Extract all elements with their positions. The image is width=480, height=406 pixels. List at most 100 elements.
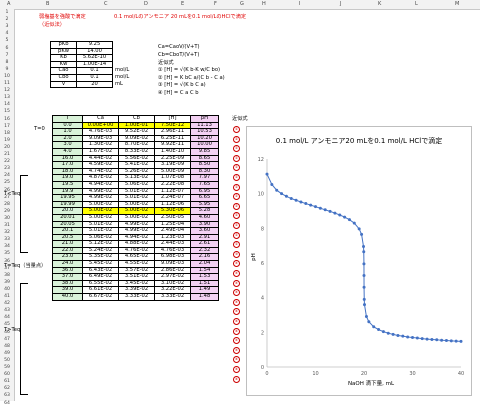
column-header-c[interactable]: C xyxy=(104,1,108,7)
column-header-i[interactable]: I xyxy=(299,1,301,7)
row-header-44[interactable]: 44 xyxy=(4,315,10,321)
table-cell[interactable]: 2.50E-05 xyxy=(154,213,191,222)
row-header-64[interactable]: 64 xyxy=(4,400,10,406)
row-header-42[interactable]: 42 xyxy=(4,301,10,307)
approx-header: 近似式 xyxy=(232,116,248,122)
row-header-9[interactable]: 9 xyxy=(5,66,9,72)
row-header-12[interactable]: 12 xyxy=(4,88,10,94)
row-header-43[interactable]: 43 xyxy=(4,308,10,314)
row-header-10[interactable]: 10 xyxy=(4,73,10,79)
table-row: 38.0 6.55E-02 3.45E-02 3.10E-02 1.51 xyxy=(52,279,219,288)
data-point xyxy=(304,202,308,206)
row-header-14[interactable]: 14 xyxy=(4,102,10,108)
row-header-24[interactable]: 24 xyxy=(4,173,10,179)
approx-marker: ③ xyxy=(233,250,240,258)
table-header-row: T Ca Cb [H] pH xyxy=(52,115,219,123)
row-header-61[interactable]: 61 xyxy=(4,379,10,385)
row-header-34[interactable]: 34 xyxy=(4,244,10,250)
column-header-b[interactable]: B xyxy=(46,1,50,7)
param-name[interactable]: V xyxy=(50,80,77,89)
row-header-11[interactable]: 11 xyxy=(4,81,10,86)
row-header-8[interactable]: 8 xyxy=(5,59,9,65)
title-method: （近似法） xyxy=(39,22,65,28)
column-header-f[interactable]: F xyxy=(214,1,217,7)
approx-marker: ④ xyxy=(233,337,240,345)
row-header-29[interactable]: 29 xyxy=(4,208,10,214)
column-header-l[interactable]: L xyxy=(415,1,418,7)
row-header-13[interactable]: 13 xyxy=(4,95,10,101)
data-point xyxy=(352,221,356,225)
row-header-40[interactable]: 40 xyxy=(4,286,10,292)
row-header-15[interactable]: 15 xyxy=(4,109,10,115)
column-header-d[interactable]: D xyxy=(144,1,148,7)
column-header-g[interactable]: G xyxy=(240,1,244,7)
row-header-32[interactable]: 32 xyxy=(4,230,10,236)
row-header-6[interactable]: 6 xyxy=(5,45,9,51)
row-header-20[interactable]: 20 xyxy=(4,144,10,150)
row-header-5[interactable]: 5 xyxy=(5,38,9,44)
row-header-7[interactable]: 7 xyxy=(5,52,9,58)
row-header-21[interactable]: 21 xyxy=(4,152,10,157)
parameter-table: pKb 9.25 pKw 14.00 Kb 5.62E-10 Kw 1.00E-14 Cao 0.… xyxy=(50,41,132,89)
row-header-28[interactable]: 28 xyxy=(4,201,10,207)
row-header-4[interactable]: 4 xyxy=(5,31,9,37)
row-header-19[interactable]: 19 xyxy=(4,137,10,143)
row-header-60[interactable]: 60 xyxy=(4,372,10,378)
titration-chart[interactable]: 0.1 mol/L アンモニア20 mLを0.1 mol/L HClで滴定 Na… xyxy=(246,126,472,396)
approx-marker: ② xyxy=(233,193,240,201)
row-header-63[interactable]: 63 xyxy=(4,393,10,399)
table-cell[interactable]: 5.00E-02 xyxy=(82,213,119,222)
column-header-h[interactable]: H xyxy=(262,1,266,7)
column-header-k[interactable]: K xyxy=(378,1,382,7)
row-header-62[interactable]: 62 xyxy=(4,386,10,392)
data-point xyxy=(270,182,274,186)
row-header-48[interactable]: 48 xyxy=(4,343,10,349)
table-cell[interactable]: 1.48 xyxy=(190,293,219,301)
column-header-a[interactable]: A xyxy=(7,1,11,7)
row-header-37[interactable]: 37 xyxy=(4,265,10,271)
row-header-30[interactable]: 30 xyxy=(4,215,10,221)
row-header-3[interactable]: 3 xyxy=(5,24,9,30)
row-header-18[interactable]: 18 xyxy=(4,130,10,136)
table-row: 37.0 6.49E-02 3.51E-02 2.97E-02 1.53 xyxy=(52,273,219,281)
row-header-22[interactable]: 22 xyxy=(4,159,10,165)
row-header-25[interactable]: 25 xyxy=(4,180,10,186)
row-header-38[interactable]: 38 xyxy=(4,272,10,278)
table-cell[interactable]: 20.01 xyxy=(52,213,83,222)
row-header-23[interactable]: 23 xyxy=(4,166,10,172)
y-tick-label: 10 xyxy=(258,192,264,198)
row-header-45[interactable]: 45 xyxy=(4,322,10,328)
column-header-m[interactable]: M xyxy=(455,1,460,7)
row-header-39[interactable]: 39 xyxy=(4,279,10,285)
column-header-e[interactable]: E xyxy=(181,1,185,7)
row-header-2[interactable]: 2 xyxy=(5,17,9,23)
row-header-27[interactable]: 27 xyxy=(4,194,10,200)
data-point xyxy=(357,227,361,231)
row-header-36[interactable]: 36 xyxy=(4,258,10,264)
table-cell[interactable]: 5.00E-02 xyxy=(118,213,155,222)
row-header-59[interactable]: 59 xyxy=(4,365,10,370)
table-cell[interactable]: 6.67E-02 xyxy=(82,293,119,301)
row-header-33[interactable]: 33 xyxy=(4,237,10,243)
row-header-47[interactable]: 47 xyxy=(4,336,10,342)
worksheet[interactable]: 弱塩基を強酸で滴定 0.1 mol/Lのアンモニア 20 mLを0.1 mol/… xyxy=(4,9,480,401)
approx-circle-icon: ② xyxy=(233,193,240,201)
row-header-41[interactable]: 41 xyxy=(4,294,10,299)
row-header-26[interactable]: 26 xyxy=(4,187,10,193)
row-header-46[interactable]: 46 xyxy=(4,329,10,335)
row-header-1[interactable]: 1 xyxy=(5,10,9,15)
table-cell[interactable]: 3.33E-02 xyxy=(118,293,155,301)
table-cell[interactable]: 3.33E-02 xyxy=(154,293,191,301)
approx-circle-icon: ④ xyxy=(233,356,240,364)
param-value[interactable]: 20 xyxy=(76,80,113,89)
row-header-17[interactable]: 17 xyxy=(4,123,10,129)
table-cell[interactable]: 4.60 xyxy=(190,213,219,222)
row-header-50[interactable]: 50 xyxy=(4,357,10,363)
table-cell[interactable]: 40.0 xyxy=(52,293,83,301)
row-header-31[interactable]: 31 xyxy=(4,223,10,228)
row-header-49[interactable]: 49 xyxy=(4,350,10,356)
row-header-35[interactable]: 35 xyxy=(4,251,10,257)
approx-marker: ④ xyxy=(233,366,240,373)
row-header-16[interactable]: 16 xyxy=(4,116,10,122)
column-header-j[interactable]: J xyxy=(340,1,342,7)
